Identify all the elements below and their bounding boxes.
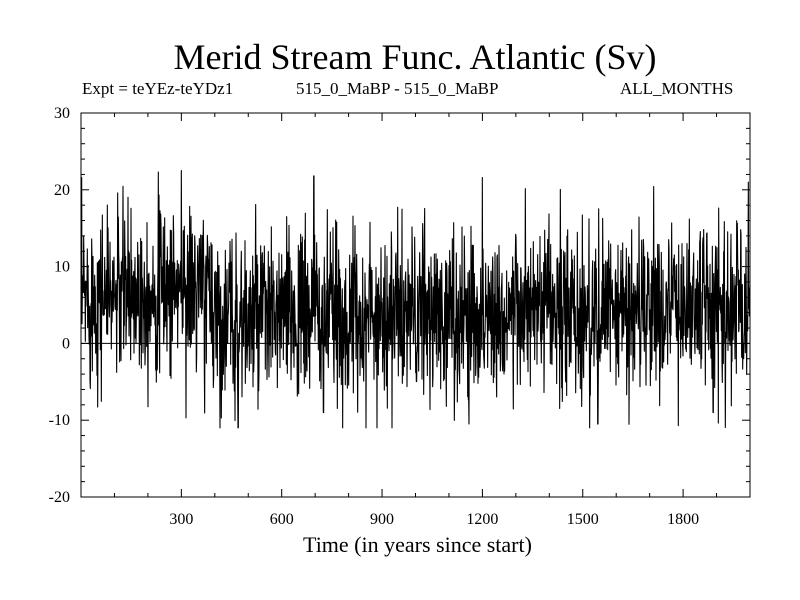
y-tick-label: 10 bbox=[54, 259, 70, 276]
y-tick-label: 30 bbox=[54, 105, 70, 122]
y-tick-label: -10 bbox=[49, 412, 70, 429]
series-line-0 bbox=[80, 170, 751, 429]
x-axis-label: Time (in years since start) bbox=[303, 532, 532, 557]
chart-subtitle-months: ALL_MONTHS bbox=[620, 79, 734, 98]
y-tick-label: 20 bbox=[54, 182, 70, 199]
x-tick-label: 900 bbox=[370, 511, 394, 528]
x-tick-label: 1800 bbox=[667, 511, 699, 528]
y-tick-label: 0 bbox=[62, 335, 70, 352]
chart-subtitle-experiment: Expt = teYEz-teYDz1 bbox=[82, 79, 234, 98]
x-tick-label: 300 bbox=[169, 511, 193, 528]
y-tick-label: -20 bbox=[49, 489, 70, 506]
x-tick-label: 1500 bbox=[567, 511, 599, 528]
chart-title: Merid Stream Func. Atlantic (Sv) bbox=[173, 37, 657, 77]
x-tick-label: 600 bbox=[270, 511, 294, 528]
chart-subtitle-period: 515_0_MaBP - 515_0_MaBP bbox=[296, 79, 499, 98]
x-tick-label: 1200 bbox=[466, 511, 498, 528]
